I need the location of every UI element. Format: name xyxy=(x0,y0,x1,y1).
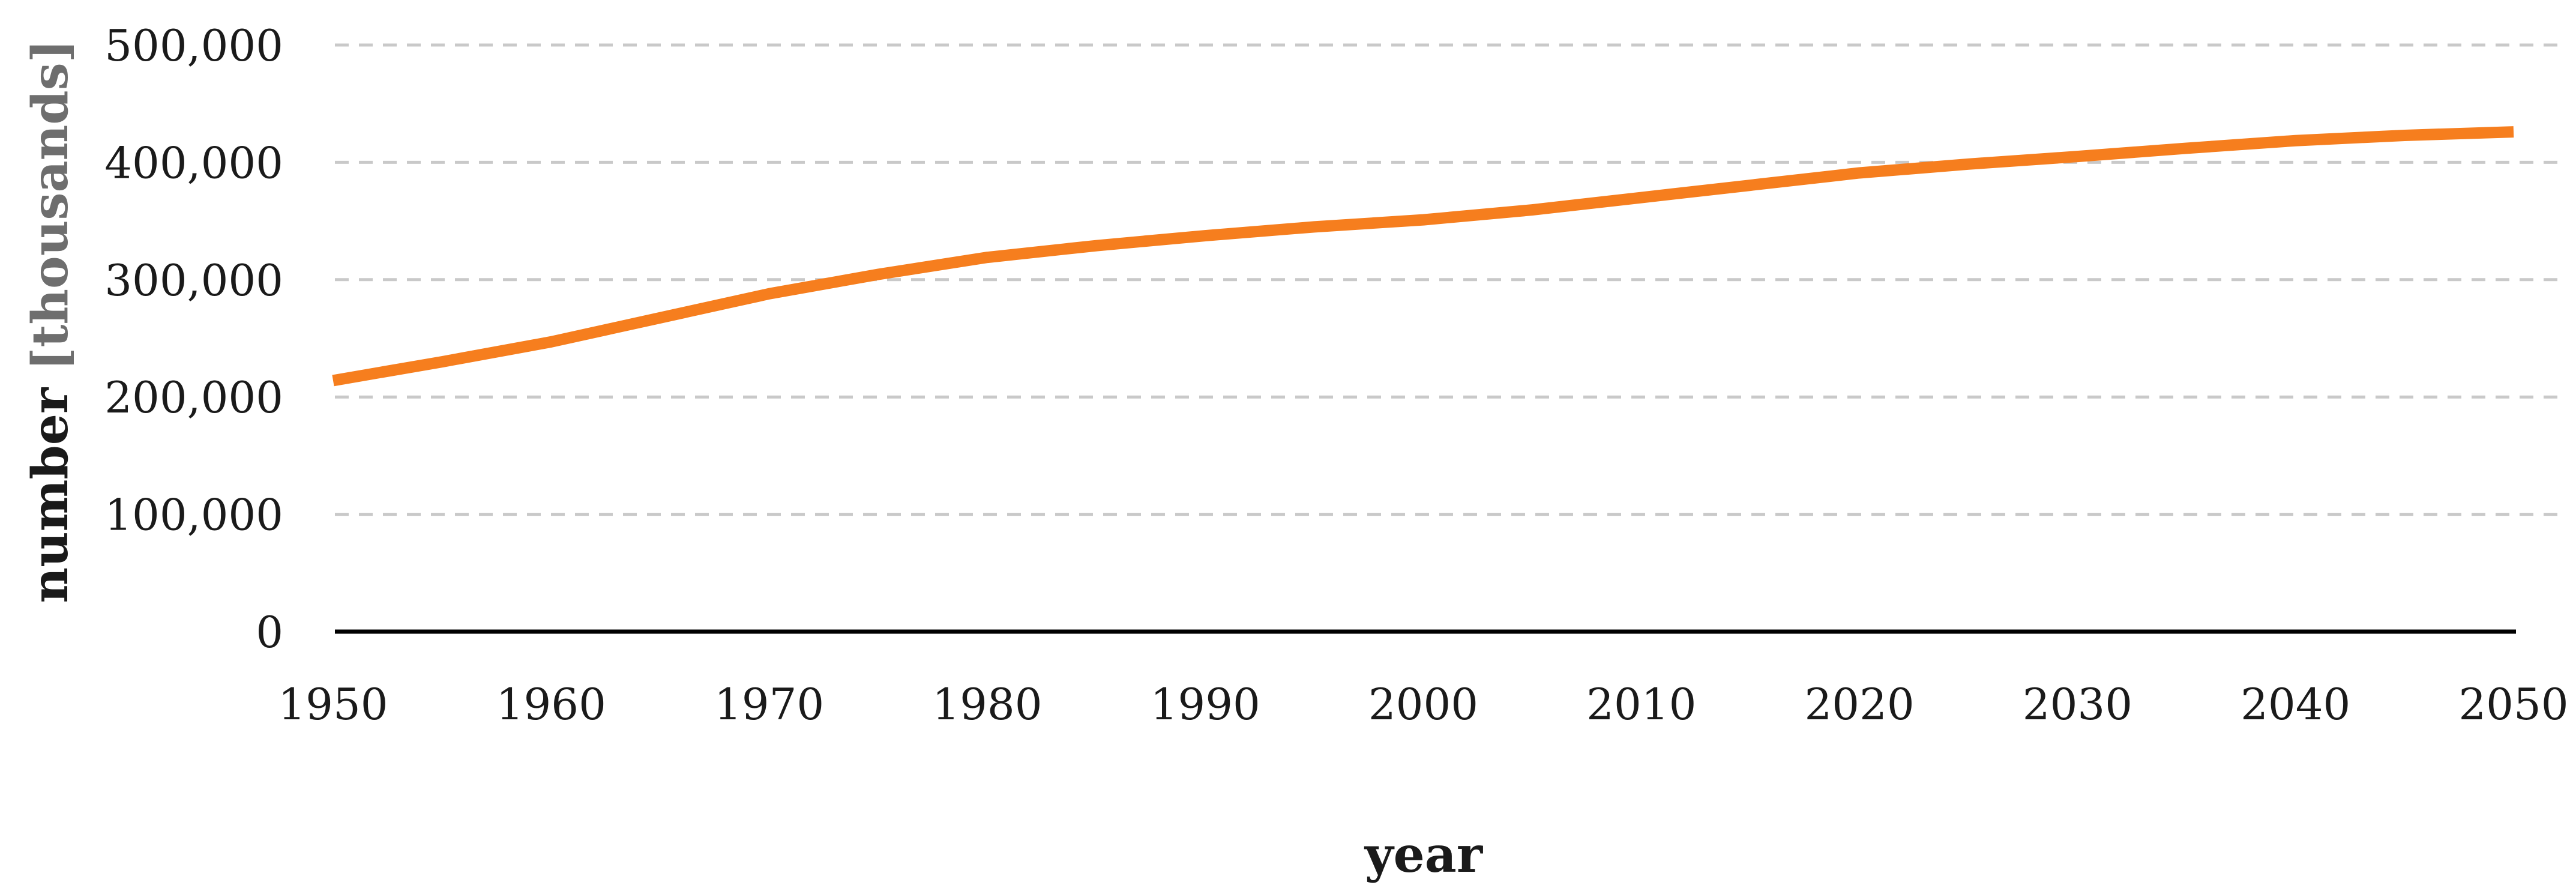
x-tick-label: 2010 xyxy=(1586,679,1696,729)
x-tick-labels-group: 1950 1960 1970 1980 1990 2000 2010 2020 2030 2040… xyxy=(278,679,2568,729)
x-tick-label: 1970 xyxy=(714,679,824,729)
x-tick-label: 2050 xyxy=(2458,679,2568,729)
y-axis-title-unit: [thousands] xyxy=(22,39,79,387)
y-tick-label: 0 xyxy=(256,607,283,657)
x-tick-label: 2000 xyxy=(1368,679,1478,729)
x-tick-label: 1960 xyxy=(496,679,606,729)
y-tick-label: 300,000 xyxy=(104,255,283,306)
y-tick-label: 100,000 xyxy=(104,490,283,540)
y-axis-title-main: number xyxy=(22,387,79,603)
x-tick-label: 1990 xyxy=(1151,679,1260,729)
x-tick-label: 1950 xyxy=(278,679,388,729)
x-tick-label: 2040 xyxy=(2240,679,2350,729)
series-group xyxy=(332,126,2514,387)
y-tick-label: 200,000 xyxy=(104,372,283,423)
gridlines-group xyxy=(335,43,2564,516)
y-axis-title: number [thousands] xyxy=(22,39,79,603)
y-tick-labels-group: 0 100,000 200,000 300,000 400,000 500,000 xyxy=(104,20,283,657)
y-tick-label: 500,000 xyxy=(104,20,283,71)
x-axis-title: year xyxy=(1364,826,1484,884)
y-tick-label: 400,000 xyxy=(104,137,283,188)
x-tick-label: 1980 xyxy=(932,679,1042,729)
x-tick-label: 2020 xyxy=(1804,679,1914,729)
data-line xyxy=(332,126,2514,387)
x-tick-label: 2030 xyxy=(2023,679,2132,729)
